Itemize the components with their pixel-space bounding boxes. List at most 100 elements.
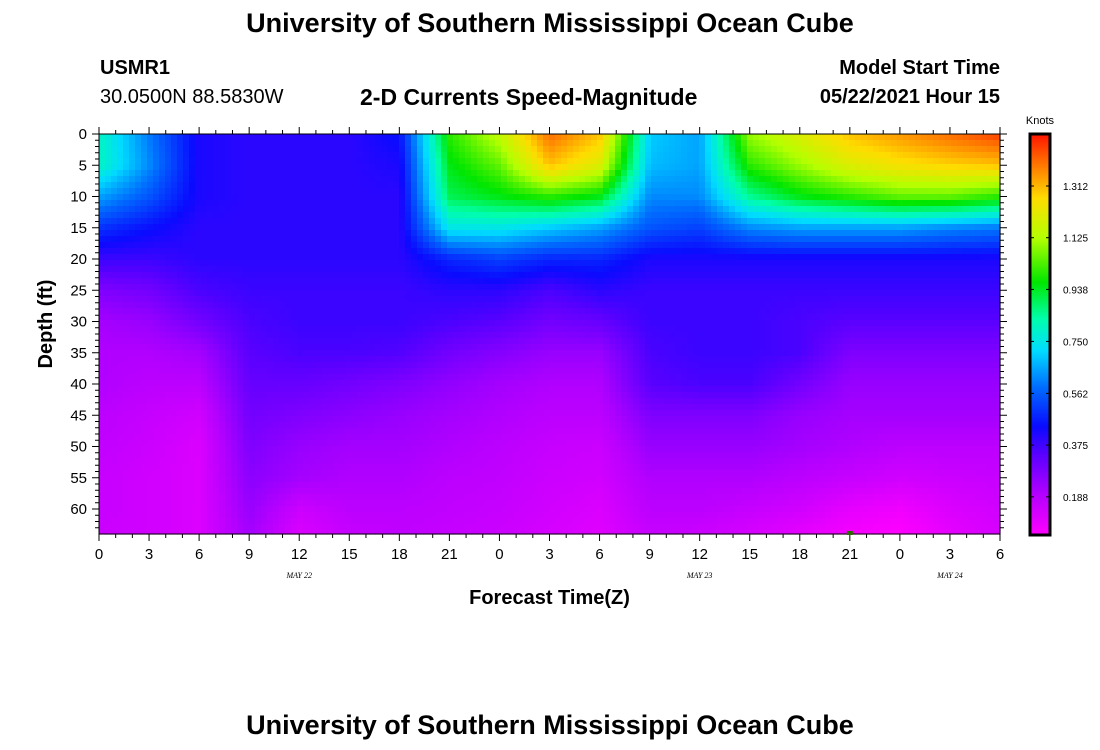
heatmap-cell [195, 326, 202, 333]
heatmap-cell [489, 212, 496, 219]
heatmap-cell [513, 368, 520, 375]
heatmap-cell [261, 302, 268, 309]
heatmap-cell [531, 134, 538, 141]
heatmap-cell [255, 188, 262, 195]
heatmap-cell [381, 188, 388, 195]
heatmap-cell [477, 188, 484, 195]
heatmap-cell [261, 176, 268, 183]
heatmap-cell [423, 182, 430, 189]
heatmap-cell [459, 314, 466, 321]
heatmap-cell [489, 506, 496, 513]
heatmap-cell [477, 230, 484, 237]
heatmap-cell [393, 266, 400, 273]
heatmap-cell [519, 416, 526, 423]
heatmap-cell [153, 242, 160, 249]
heatmap-cell [225, 326, 232, 333]
heatmap-cell [147, 242, 154, 249]
heatmap-cell [375, 338, 382, 345]
heatmap-cell [201, 422, 208, 429]
heatmap-cell [195, 362, 202, 369]
heatmap-cell [387, 278, 394, 285]
heatmap-cell [231, 494, 238, 501]
heatmap-cell [111, 266, 118, 273]
heatmap-cell [363, 470, 370, 477]
heatmap-cell [369, 506, 376, 513]
heatmap-cell [147, 518, 154, 525]
heatmap-cell [399, 320, 406, 327]
heatmap-cell [459, 530, 466, 535]
heatmap-cell [183, 272, 190, 279]
heatmap-cell [177, 266, 184, 273]
heatmap-cell [531, 434, 538, 441]
heatmap-cell [261, 350, 268, 357]
heatmap-cell [393, 236, 400, 243]
heatmap-cell [525, 338, 532, 345]
heatmap-cell [303, 230, 310, 237]
heatmap-cell [339, 518, 346, 525]
heatmap-cell [393, 404, 400, 411]
heatmap-cell [117, 326, 124, 333]
heatmap-cell [309, 206, 316, 213]
heatmap-cell [159, 164, 166, 171]
heatmap-cell [519, 188, 526, 195]
heatmap-cell [357, 338, 364, 345]
heatmap-cell [357, 470, 364, 477]
heatmap-cell [261, 140, 268, 147]
heatmap-cell [177, 524, 184, 531]
heatmap-cell [489, 302, 496, 309]
heatmap-cell [105, 428, 112, 435]
heatmap-cell [345, 446, 352, 453]
heatmap-cell [303, 488, 310, 495]
heatmap-cell [519, 338, 526, 345]
heatmap-cell [531, 224, 538, 231]
heatmap-cell [357, 530, 364, 535]
heatmap-cell [471, 266, 478, 273]
heatmap-cell [345, 506, 352, 513]
heatmap-cell [357, 188, 364, 195]
heatmap-cell [339, 344, 346, 351]
heatmap-cell [411, 506, 418, 513]
heatmap-cell [249, 158, 256, 165]
heatmap-cell [387, 308, 394, 315]
heatmap-cell [471, 218, 478, 225]
heatmap-cell [417, 242, 424, 249]
heatmap-cell [249, 266, 256, 273]
page-title: University of Southern Mississippi Ocean… [246, 8, 854, 38]
heatmap-cell [363, 530, 370, 535]
heatmap-cell [189, 398, 196, 405]
heatmap-cell [477, 344, 484, 351]
heatmap-cell [117, 428, 124, 435]
heatmap-cell [525, 188, 532, 195]
heatmap-cell [159, 368, 166, 375]
heatmap-cell [153, 398, 160, 405]
heatmap-cell [183, 524, 190, 531]
heatmap-cell [201, 170, 208, 177]
heatmap-cell [507, 206, 514, 213]
heatmap-cell [291, 482, 298, 489]
heatmap-cell [189, 530, 196, 535]
heatmap-cell [375, 308, 382, 315]
heatmap-cell [171, 386, 178, 393]
heatmap-cell [315, 140, 322, 147]
heatmap-cell [153, 248, 160, 255]
heatmap-cell [501, 236, 508, 243]
heatmap-cell [525, 416, 532, 423]
heatmap-cell [177, 308, 184, 315]
heatmap-cell [447, 524, 454, 531]
heatmap-cell [315, 428, 322, 435]
heatmap-cell [447, 152, 454, 159]
heatmap-cell [381, 236, 388, 243]
heatmap-cell [339, 146, 346, 153]
heatmap-cell [363, 182, 370, 189]
heatmap-cell [483, 338, 490, 345]
heatmap-cell [201, 470, 208, 477]
heatmap-cell [213, 206, 220, 213]
heatmap-cell [441, 344, 448, 351]
heatmap-cell [285, 200, 292, 207]
heatmap-cell [543, 248, 550, 255]
heatmap-cell [501, 314, 508, 321]
heatmap-cell [111, 488, 118, 495]
heatmap-cell [393, 392, 400, 399]
heatmap-cell [417, 368, 424, 375]
heatmap-cell [123, 194, 130, 201]
